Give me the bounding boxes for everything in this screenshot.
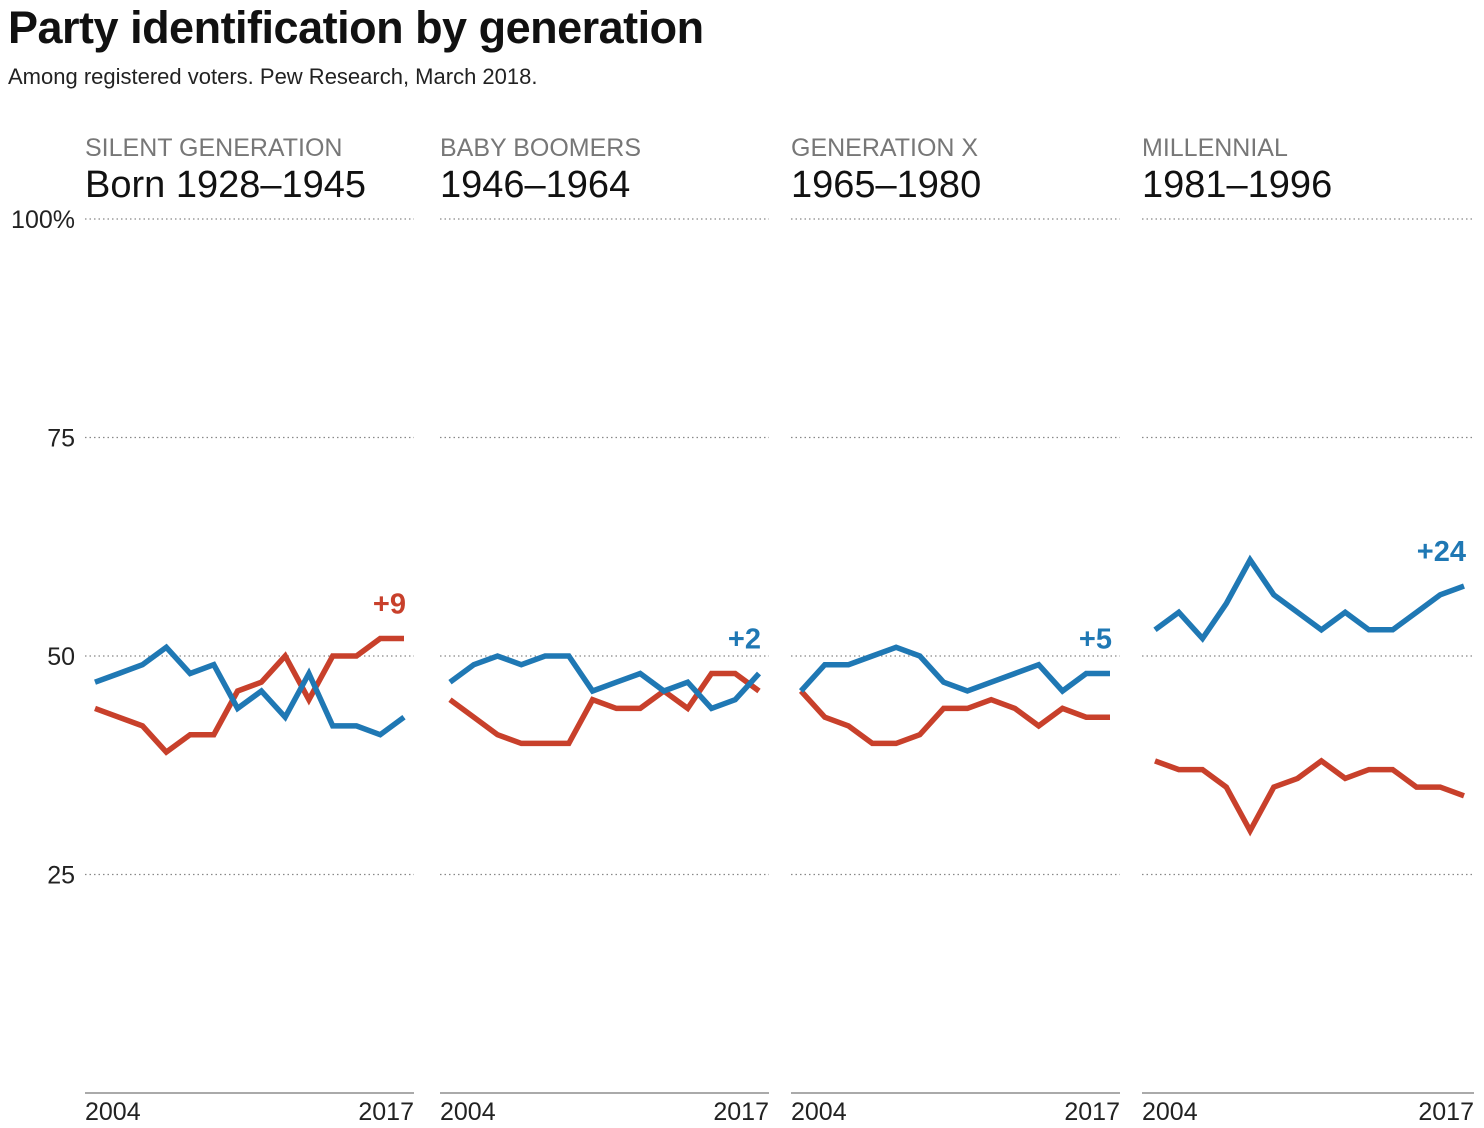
- x-tick-label-end: 2017: [1418, 1098, 1474, 1126]
- republican-series-line: [448, 670, 761, 747]
- x-tick-label-end: 2017: [1064, 1098, 1120, 1126]
- republican-series-line: [1154, 757, 1465, 837]
- panel-generation-name: MILLENNIAL: [1142, 134, 1288, 162]
- change-label: +2: [728, 623, 761, 655]
- panel-birth-years: 1981–1996: [1142, 164, 1332, 206]
- y-tick-label: 100%: [11, 206, 75, 234]
- x-tick-label-start: 2004: [440, 1098, 496, 1126]
- x-tick-label-end: 2017: [358, 1098, 414, 1126]
- y-tick-label: 25: [47, 862, 75, 890]
- panel-birth-years: Born 1928–1945: [85, 164, 366, 206]
- democrat-series-line: [94, 643, 406, 738]
- change-label: +24: [1417, 536, 1466, 568]
- chart-title: Party identification by generation: [8, 2, 704, 53]
- chart-subtitle: Among registered voters. Pew Research, M…: [8, 64, 538, 89]
- republican-series-line: [798, 689, 1110, 747]
- panel-generation-name: GENERATION X: [791, 134, 978, 162]
- y-tick-label: 75: [47, 425, 75, 453]
- change-label: +9: [373, 589, 406, 621]
- panel-birth-years: 1946–1964: [440, 164, 630, 206]
- panel-generation-name: SILENT GENERATION: [85, 134, 342, 162]
- x-tick-label-start: 2004: [791, 1098, 847, 1126]
- republican-series-line: [94, 635, 404, 756]
- x-tick-label-start: 2004: [85, 1098, 141, 1126]
- y-tick-label: 50: [47, 643, 75, 671]
- change-label: +5: [1079, 623, 1112, 655]
- x-tick-label-end: 2017: [713, 1098, 769, 1126]
- democrat-series-line: [1153, 554, 1465, 643]
- democrat-series-line: [448, 653, 762, 712]
- democrat-series-line: [798, 644, 1110, 695]
- panel-birth-years: 1965–1980: [791, 164, 981, 206]
- x-tick-label-start: 2004: [1142, 1098, 1198, 1126]
- panel-generation-name: BABY BOOMERS: [440, 134, 641, 162]
